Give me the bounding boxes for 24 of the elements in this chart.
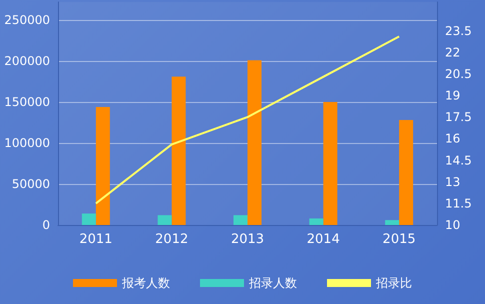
- y2-tick-label: 13: [445, 174, 460, 189]
- y2-tick-label: 17.5: [445, 110, 472, 124]
- y2-tick-label: 19: [445, 88, 460, 103]
- x-tick-label: 2011: [79, 232, 112, 247]
- y2-tick-label: 11.5: [445, 196, 472, 210]
- y2-tick-label: 23.5: [445, 24, 472, 38]
- y2-tick-label: 16: [445, 132, 460, 146]
- y2-tick-label: 20.5: [445, 66, 472, 81]
- y-tick-label: 50000: [12, 177, 50, 192]
- x-tick-label: 2015: [382, 232, 416, 247]
- legend-label: 报考人数: [121, 276, 170, 290]
- y-tick-label: 0: [42, 218, 50, 232]
- y-tick-label: 250000: [4, 13, 50, 28]
- y-tick-label: 200000: [4, 54, 50, 68]
- y2-tick-label: 22: [445, 45, 460, 60]
- legend-label: 招录比: [375, 276, 412, 290]
- x-tick-label: 2013: [230, 232, 264, 247]
- legend-label: 招录人数: [248, 276, 297, 290]
- y2-tick-label: 10: [445, 218, 460, 232]
- y-tick-label: 100000: [4, 136, 50, 150]
- x-tick-label: 2014: [306, 232, 340, 247]
- y2-tick-label: 14.5: [445, 153, 472, 168]
- x-tick-label: 2012: [155, 232, 188, 247]
- y-tick-label: 150000: [4, 95, 50, 110]
